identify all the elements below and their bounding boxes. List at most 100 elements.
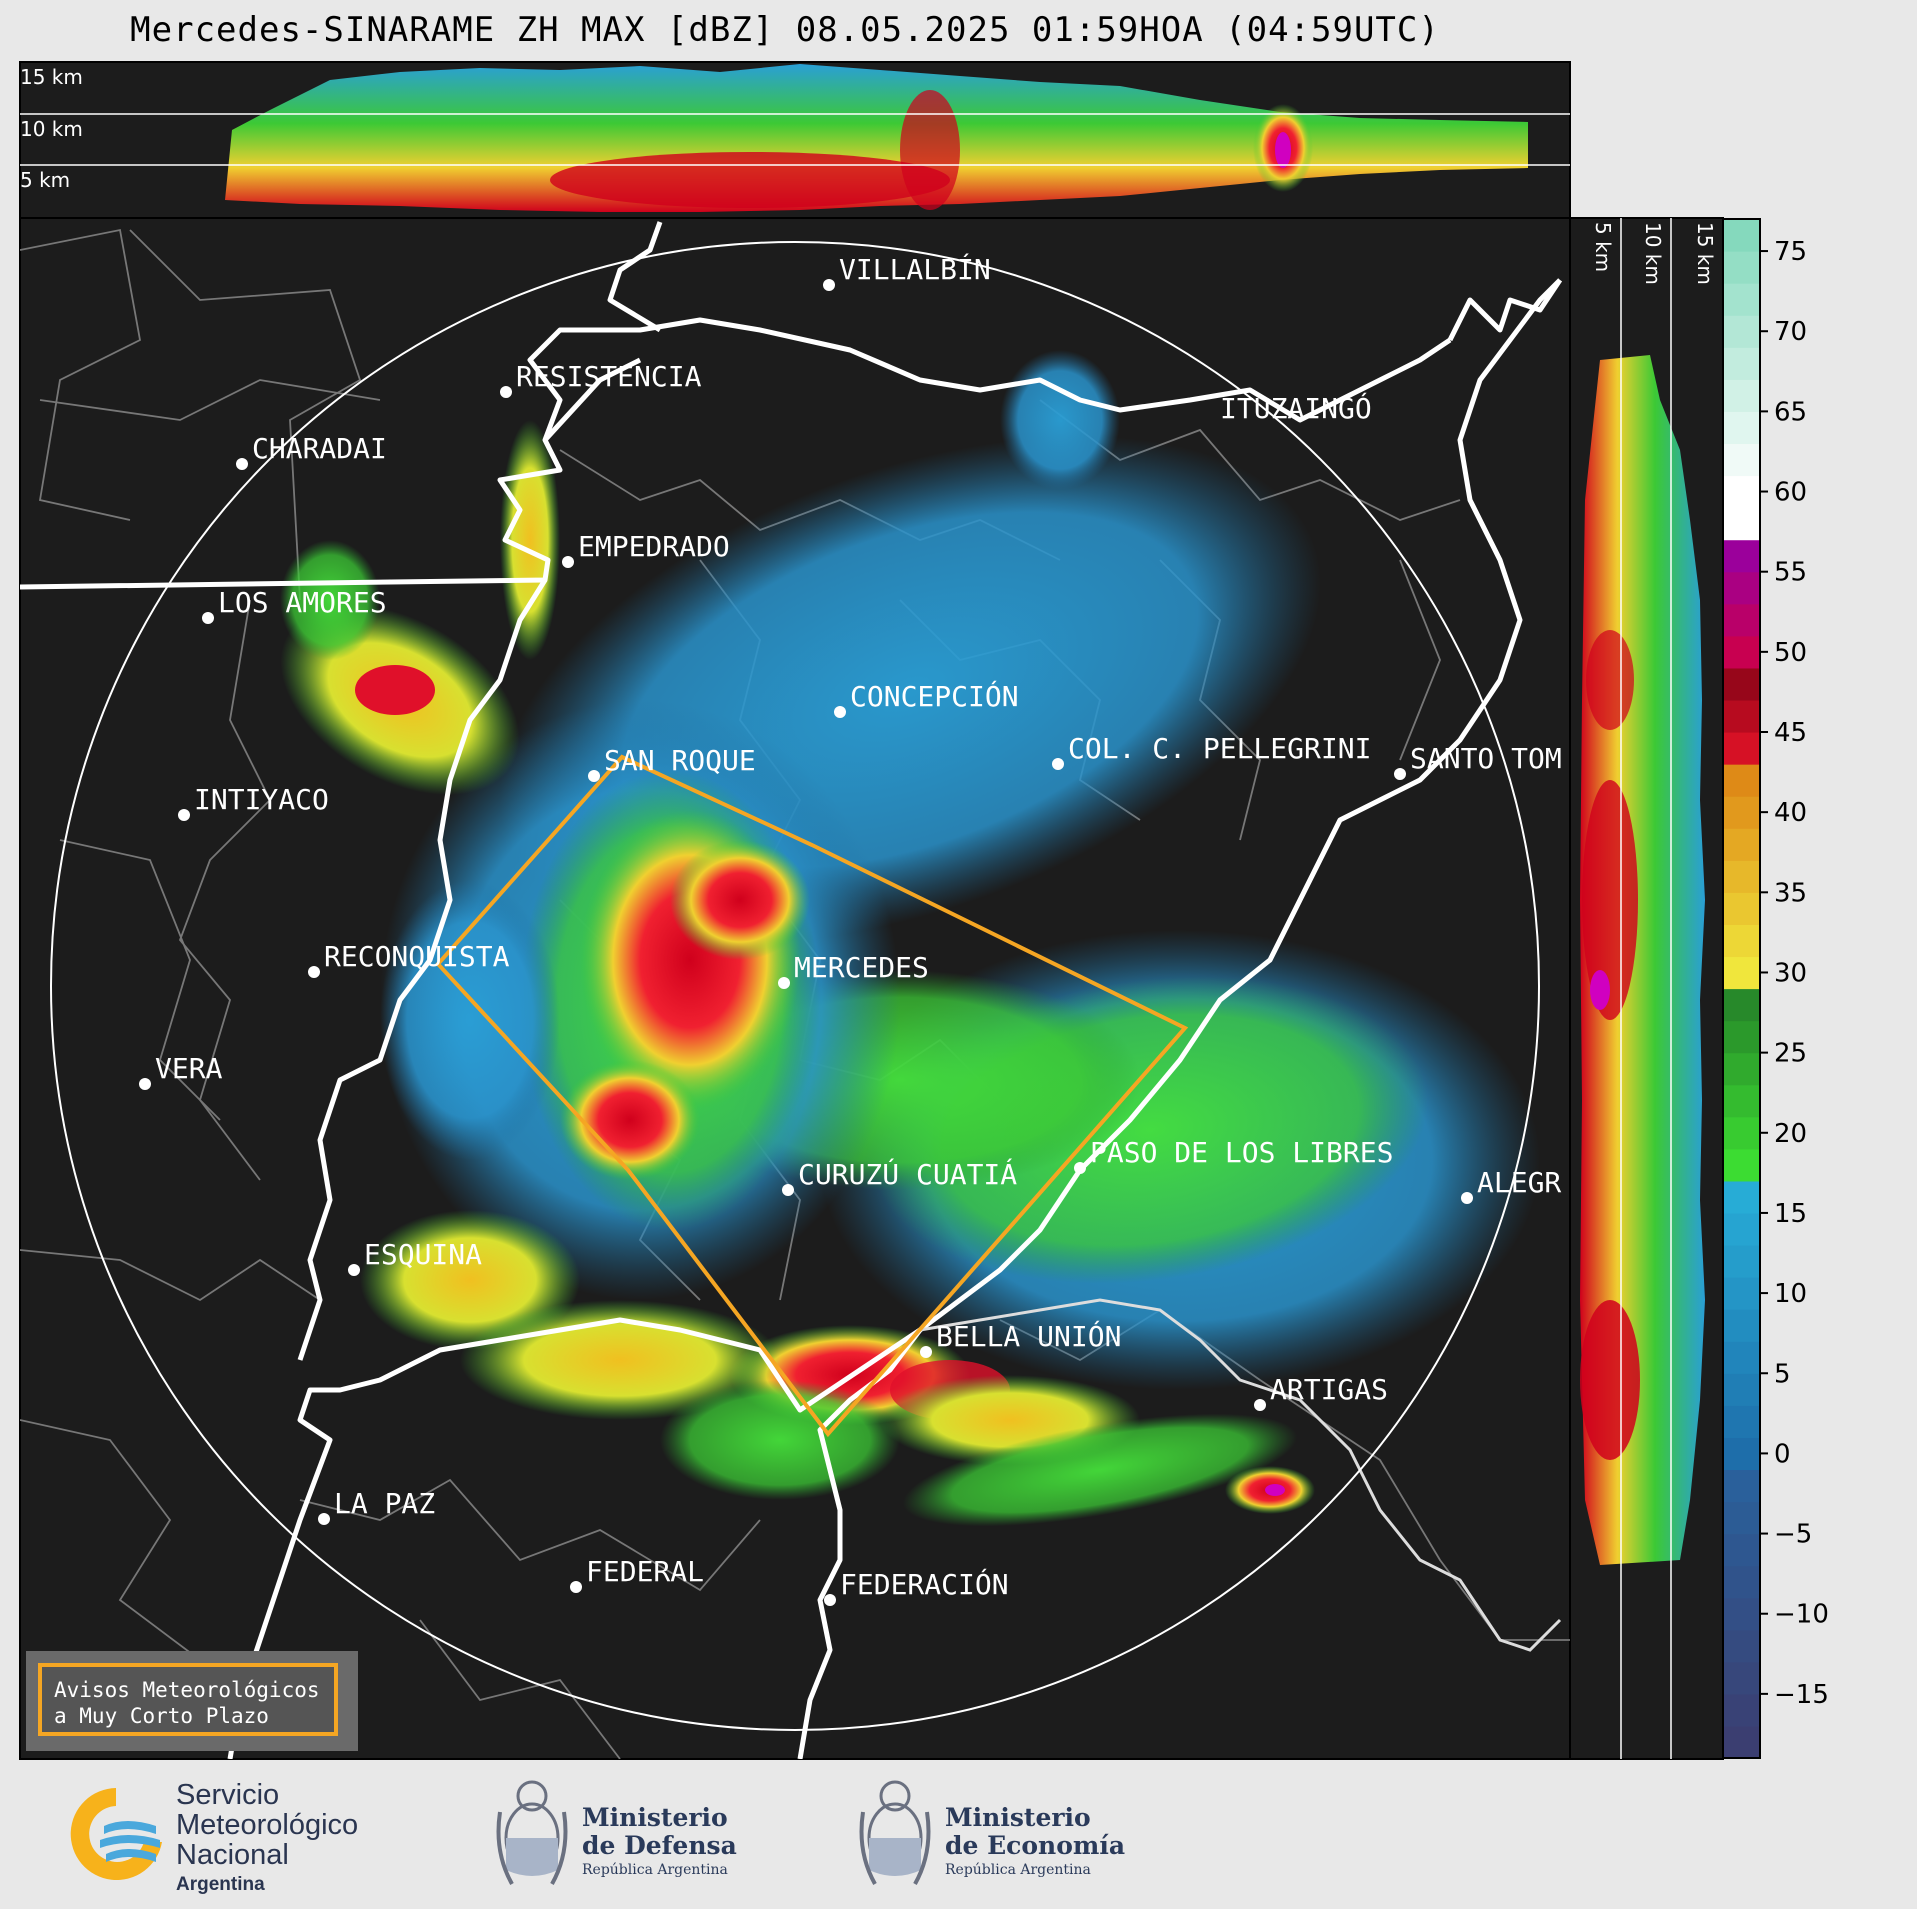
city-intiyaco: INTIYACO xyxy=(178,783,329,821)
colorbar-segment xyxy=(1723,539,1760,573)
city-label: LOS AMORES xyxy=(218,586,387,619)
uruguay-border xyxy=(919,1298,1562,1652)
colorbar-segment xyxy=(1723,603,1760,637)
colorbar-segment xyxy=(1723,219,1760,252)
smn-line2: Meteorológico xyxy=(176,1809,359,1841)
city-label: LA PAZ xyxy=(334,1487,435,1520)
colorbar-tick-label: 20 xyxy=(1774,1119,1807,1149)
colorbar-segment xyxy=(1723,1661,1760,1695)
side-km-label-15: 15 km xyxy=(1693,222,1717,285)
side-section-echo xyxy=(1580,355,1705,1565)
colorbar-tick-label: 30 xyxy=(1774,958,1807,988)
city-santo-tom: SANTO TOM xyxy=(1394,742,1562,780)
city-label: CURUZÚ CUATIÁ xyxy=(798,1157,1017,1191)
colorbar-segment xyxy=(1723,1341,1760,1374)
city-dot xyxy=(1074,1162,1086,1174)
colorbar-segment xyxy=(1723,828,1760,861)
colorbar-tick-label: 0 xyxy=(1774,1439,1791,1469)
city-label: SAN ROQUE xyxy=(604,744,756,777)
colorbar-segment xyxy=(1723,1373,1760,1406)
city-bella-uni-n: BELLA UNIÓN xyxy=(920,1319,1121,1358)
colorbar-segment xyxy=(1723,699,1760,733)
city-dot xyxy=(1052,758,1064,770)
city-villalb-n: VILLALBÍN xyxy=(823,252,991,291)
colorbar-tick-label: 55 xyxy=(1774,558,1807,588)
colorbar-segment xyxy=(1723,1212,1760,1246)
colorbar-segment xyxy=(1723,860,1760,893)
city-label: COL. C. PELLEGRINI xyxy=(1068,732,1371,765)
smn-logo-icon xyxy=(70,1788,162,1880)
colorbar-tick-label: 75 xyxy=(1774,237,1807,267)
colorbar-segment xyxy=(1723,1309,1760,1342)
defensa-line2: de Defensa xyxy=(582,1831,737,1860)
city-empedrado: EMPEDRADO xyxy=(562,530,730,568)
city-label: FEDERACIÓN xyxy=(840,1567,1009,1601)
city-dot xyxy=(588,770,600,782)
city-label: ESQUINA xyxy=(364,1238,482,1271)
city-la-paz: LA PAZ xyxy=(318,1487,435,1525)
city-paso-de-los-libres: PASO DE LOS LIBRES xyxy=(1074,1136,1393,1174)
defensa-line1: Ministerio xyxy=(582,1803,728,1832)
city-label: RECONQUISTA xyxy=(324,940,510,973)
range-ring xyxy=(50,241,1540,1731)
colorbar-tick-label: 65 xyxy=(1774,397,1807,427)
colorbar-tick-label: 25 xyxy=(1774,1039,1807,1069)
colorbar-segment xyxy=(1723,1052,1760,1086)
city-dot xyxy=(782,1184,794,1196)
city-dot xyxy=(1254,1399,1266,1411)
defensa-logo-text: Ministerio de Defensa República Argentin… xyxy=(582,1804,737,1880)
colorbar-segment xyxy=(1723,764,1760,797)
city-concepci-n: CONCEPCIÓN xyxy=(834,679,1019,718)
city-label: VILLALBÍN xyxy=(839,252,991,286)
colorbar-segment xyxy=(1723,1437,1760,1471)
city-dot xyxy=(562,556,574,568)
city-label: RESISTENCIA xyxy=(516,360,702,393)
city-mercedes: MERCEDES xyxy=(778,951,929,989)
city-curuz-cuati-: CURUZÚ CUATIÁ xyxy=(782,1157,1017,1196)
city-reconquista: RECONQUISTA xyxy=(308,940,510,978)
city-dot xyxy=(823,279,835,291)
colorbar-segment xyxy=(1723,283,1760,316)
city-label: MERCEDES xyxy=(794,951,929,984)
colorbar-segment xyxy=(1723,1597,1760,1631)
top-km-label-10: 10 km xyxy=(20,117,83,141)
colorbar-segment xyxy=(1723,1148,1760,1182)
city-label: SANTO TOM xyxy=(1410,742,1562,775)
city-label: ALEGR xyxy=(1477,1166,1561,1199)
colorbar-segment xyxy=(1723,251,1760,284)
smn-logo-text: Servicio Meteorológico Nacional Argentin… xyxy=(176,1780,358,1900)
city-los-amores: LOS AMORES xyxy=(202,586,387,624)
colorbar-segment xyxy=(1723,1084,1760,1118)
colorbar-segment xyxy=(1723,796,1760,829)
colorbar-tick-label: 45 xyxy=(1774,718,1807,748)
colorbar-tick-label: 15 xyxy=(1774,1199,1807,1229)
city-dot xyxy=(318,1513,330,1525)
colorbar-segment xyxy=(1723,443,1760,477)
city-label: ARTIGAS xyxy=(1270,1373,1388,1406)
city-san-roque: SAN ROQUE xyxy=(588,744,756,782)
colorbar-segment xyxy=(1723,924,1760,958)
top-km-label-5: 5 km xyxy=(20,168,70,192)
economia-logo-text: Ministerio de Economía República Argenti… xyxy=(945,1804,1125,1880)
city-esquina: ESQUINA xyxy=(348,1238,482,1276)
colorbar-segment xyxy=(1723,1629,1760,1663)
colorbar-segment xyxy=(1723,475,1760,509)
colorbar-tick-label: 35 xyxy=(1774,878,1807,908)
city-dot xyxy=(1461,1192,1473,1204)
colorbar-tick-label: 50 xyxy=(1774,638,1807,668)
city-dot xyxy=(236,458,248,470)
colorbar-segment xyxy=(1723,667,1760,701)
city-dot xyxy=(778,977,790,989)
smn-line3: Nacional xyxy=(176,1839,289,1871)
defensa-line3: República Argentina xyxy=(582,1862,728,1878)
city-label: PASO DE LOS LIBRES xyxy=(1090,1136,1393,1169)
colorbar-segment xyxy=(1723,1245,1760,1278)
city-federal: FEDERAL xyxy=(570,1555,704,1593)
city-col-c-pellegrini: COL. C. PELLEGRINI xyxy=(1052,732,1371,770)
city-dot xyxy=(834,706,846,718)
city-federaci-n: FEDERACIÓN xyxy=(824,1567,1009,1606)
city-dot xyxy=(139,1078,151,1090)
city-dot xyxy=(308,966,320,978)
